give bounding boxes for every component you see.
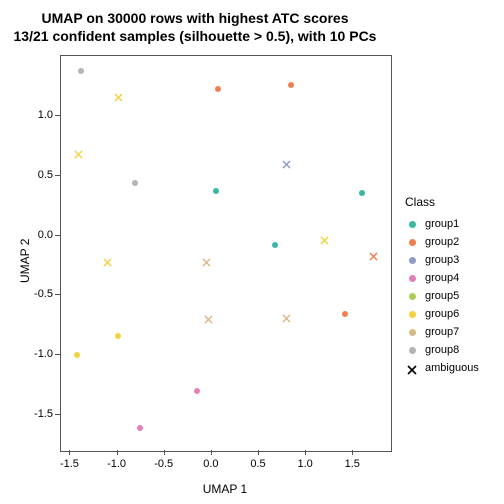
data-point <box>320 232 329 241</box>
chart-stage: UMAP on 30000 rows with highest ATC scor… <box>0 0 504 504</box>
data-point <box>282 156 291 165</box>
y-tick-label: 0.5 <box>25 169 53 181</box>
y-tick-mark <box>55 175 60 176</box>
data-point <box>74 146 83 155</box>
x-tick-label: 1.5 <box>345 458 360 470</box>
y-tick-mark <box>55 354 60 355</box>
x-tick-mark <box>305 450 306 455</box>
x-tick-mark <box>164 450 165 455</box>
x-tick-mark <box>258 450 259 455</box>
data-point <box>215 86 221 92</box>
legend-item: group6 <box>405 305 479 323</box>
legend-label: group3 <box>425 254 459 266</box>
legend-item: group2 <box>405 233 479 251</box>
legend-label: group1 <box>425 218 459 230</box>
legend-label: group6 <box>425 308 459 320</box>
x-tick-mark <box>211 450 212 455</box>
chart-title: UMAP on 30000 rows with highest ATC scor… <box>0 10 390 45</box>
y-tick-label: 1.0 <box>25 109 53 121</box>
x-tick-mark <box>69 450 70 455</box>
y-tick-mark <box>55 235 60 236</box>
dot-marker-icon <box>405 271 419 285</box>
dot-marker-icon <box>405 343 419 357</box>
legend-label: group7 <box>425 326 459 338</box>
x-axis-label: UMAP 1 <box>60 482 390 496</box>
legend-item: group1 <box>405 215 479 233</box>
legend-item: group5 <box>405 287 479 305</box>
data-point <box>359 190 365 196</box>
data-point <box>114 89 123 98</box>
legend: Class group1 group2 group3 group4 group5 grou… <box>405 195 479 377</box>
x-tick-mark <box>117 450 118 455</box>
data-point <box>103 254 112 263</box>
title-line-1: UMAP on 30000 rows with highest ATC scor… <box>0 10 390 28</box>
x-tick-label: 0.5 <box>250 458 265 470</box>
legend-item: group4 <box>405 269 479 287</box>
legend-label: group5 <box>425 290 459 302</box>
data-point <box>202 254 211 263</box>
dot-marker-icon <box>405 307 419 321</box>
dot-marker-icon <box>405 289 419 303</box>
x-tick-label: -1.5 <box>60 458 79 470</box>
data-point <box>342 311 348 317</box>
legend-item: group3 <box>405 251 479 269</box>
title-line-2: 13/21 confident samples (silhouette > 0.… <box>0 28 390 46</box>
y-tick-mark <box>55 414 60 415</box>
x-tick-label: 0.0 <box>203 458 218 470</box>
data-point <box>78 68 84 74</box>
dot-marker-icon <box>405 217 419 231</box>
y-tick-label: -1.5 <box>25 408 53 420</box>
legend-item: group8 <box>405 341 479 359</box>
y-tick-label: -1.0 <box>25 348 53 360</box>
dot-marker-icon <box>405 253 419 267</box>
legend-item: group7 <box>405 323 479 341</box>
x-tick-mark <box>352 450 353 455</box>
legend-label: group2 <box>425 236 459 248</box>
y-tick-mark <box>55 294 60 295</box>
y-tick-label: -0.5 <box>25 288 53 300</box>
data-point <box>204 311 213 320</box>
data-point <box>369 248 378 257</box>
y-tick-mark <box>55 115 60 116</box>
y-axis-label: UMAP 2 <box>18 238 32 282</box>
x-marker-icon <box>405 361 419 375</box>
x-tick-label: -1.0 <box>107 458 126 470</box>
legend-label: group8 <box>425 344 459 356</box>
data-point <box>282 310 291 319</box>
dot-marker-icon <box>405 325 419 339</box>
dot-marker-icon <box>405 235 419 249</box>
x-tick-label: -0.5 <box>154 458 173 470</box>
legend-item: ambiguous <box>405 359 479 377</box>
data-point <box>288 82 294 88</box>
legend-title: Class <box>405 195 479 209</box>
legend-label: ambiguous <box>425 362 479 374</box>
legend-label: group4 <box>425 272 459 284</box>
y-tick-label: 0.0 <box>25 229 53 241</box>
x-tick-label: 1.0 <box>297 458 312 470</box>
